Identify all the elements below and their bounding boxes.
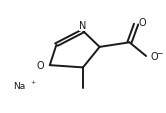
Text: +: + <box>30 79 35 84</box>
Text: O: O <box>151 52 158 61</box>
Text: Na: Na <box>13 81 26 90</box>
Text: −: − <box>157 49 163 58</box>
Text: O: O <box>37 61 44 71</box>
Text: O: O <box>139 18 147 28</box>
Text: N: N <box>79 21 87 31</box>
